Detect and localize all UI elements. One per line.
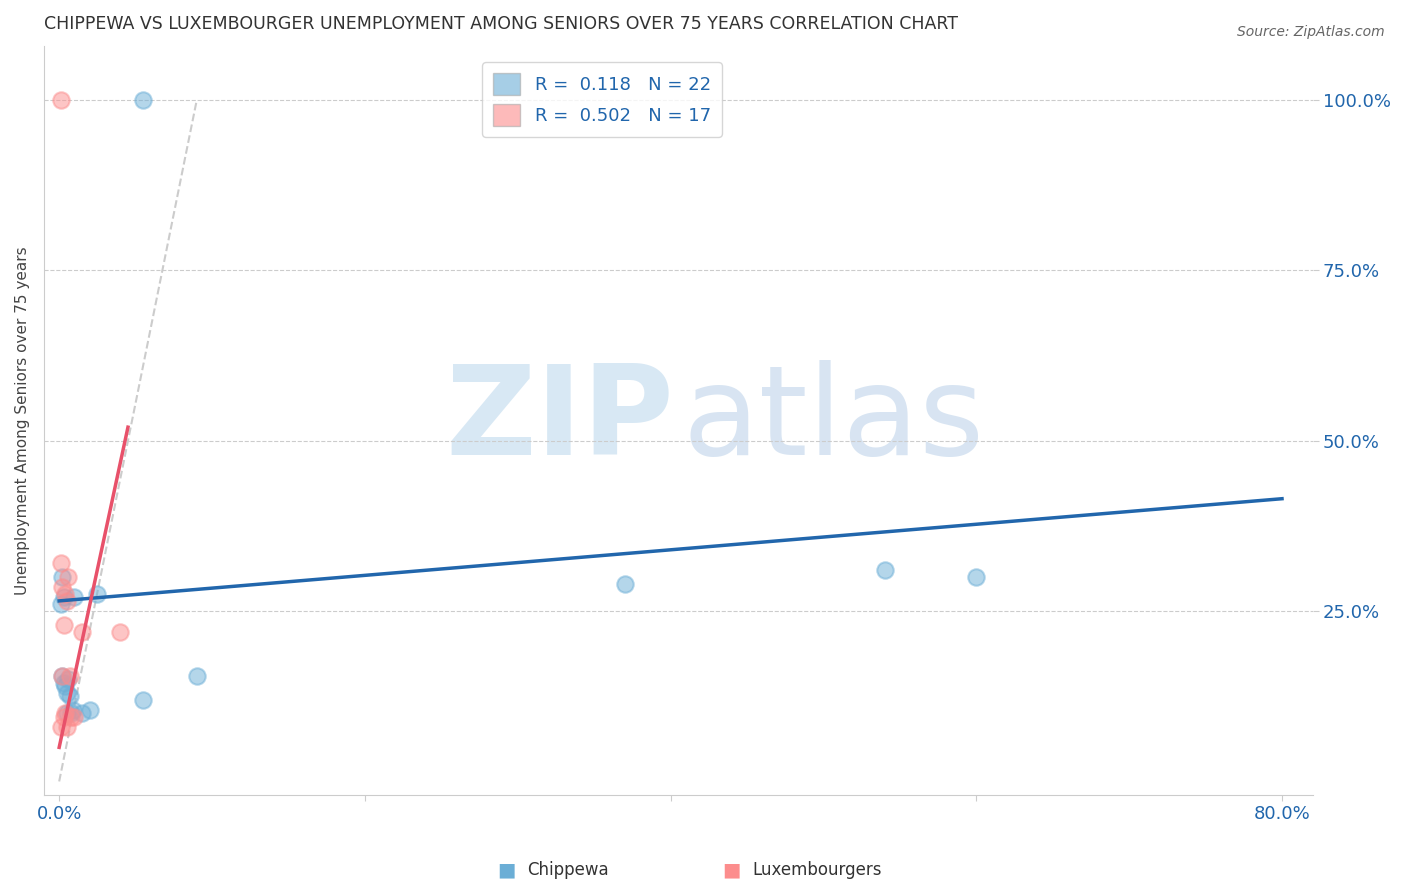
Point [53,679,76,693]
Point [52,591,75,605]
Point [70,624,93,639]
Point [86,587,108,601]
Point [51,669,73,683]
Point [59,690,82,704]
Point [49,93,72,107]
Point [62,703,84,717]
Point [51,669,73,683]
Y-axis label: Unemployment Among Seniors over 75 years: Unemployment Among Seniors over 75 years [15,246,30,595]
Text: Luxembourgers: Luxembourgers [752,861,882,879]
Point [58,672,80,686]
Text: ■: ■ [496,860,516,880]
Point [51,570,73,584]
Point [56,594,79,608]
Text: ■: ■ [721,860,741,880]
Text: Source: ZipAtlas.com: Source: ZipAtlas.com [1237,25,1385,39]
Point [52,709,75,723]
Point [53,587,76,601]
Point [53,706,76,721]
Point [52,675,75,690]
Point [613,577,636,591]
Text: ZIP: ZIP [446,359,675,481]
Point [51,580,73,594]
Point [79,703,101,717]
Point [56,720,79,734]
Text: atlas: atlas [682,359,984,481]
Point [873,563,896,577]
Point [60,706,83,721]
Point [56,686,79,700]
Point [59,669,82,683]
Legend: R =  0.118   N = 22, R =  0.502   N = 17: R = 0.118 N = 22, R = 0.502 N = 17 [482,62,721,137]
Point [60,709,83,723]
Point [49,557,72,571]
Point [132,93,155,107]
Text: Chippewa: Chippewa [527,861,609,879]
Point [63,591,86,605]
Point [132,692,155,706]
Point [186,669,208,683]
Point [56,706,79,721]
Point [58,570,80,584]
Point [70,706,93,721]
Point [52,617,75,632]
Point [49,720,72,734]
Point [49,597,72,611]
Text: CHIPPEWA VS LUXEMBOURGER UNEMPLOYMENT AMONG SENIORS OVER 75 YEARS CORRELATION CH: CHIPPEWA VS LUXEMBOURGER UNEMPLOYMENT AM… [44,15,957,33]
Point [965,570,987,584]
Point [63,709,86,723]
Point [110,624,132,639]
